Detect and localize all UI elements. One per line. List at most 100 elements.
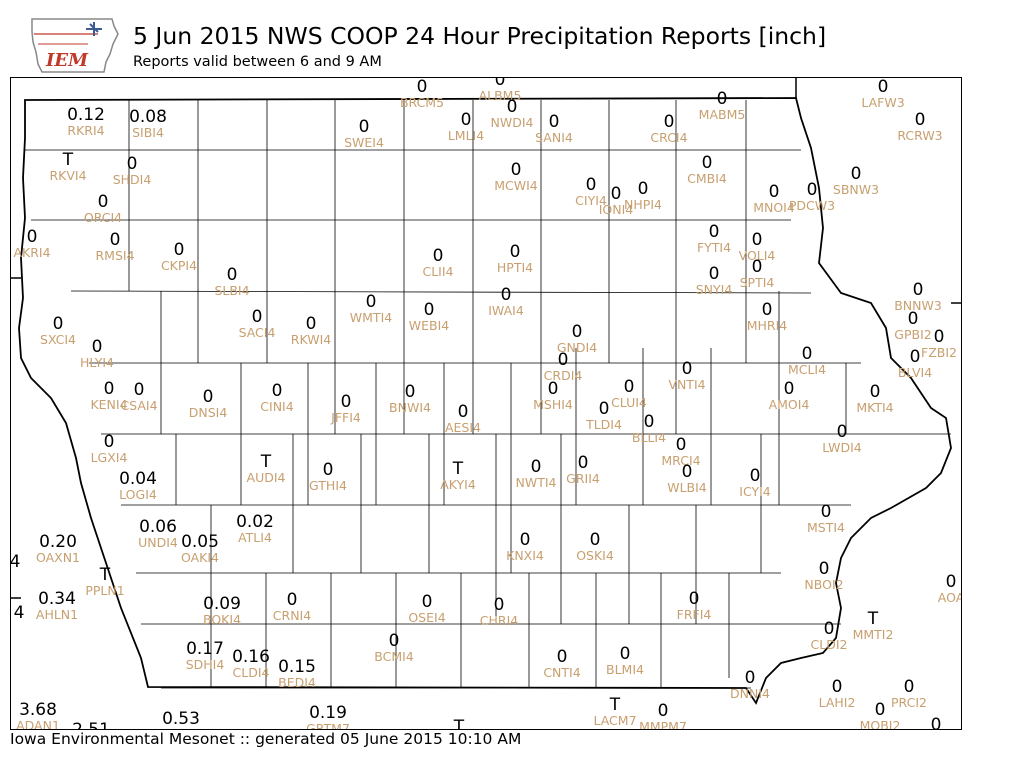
station-report: 0 PRCI2 — [891, 678, 927, 710]
precip-value: 0 — [907, 309, 919, 329]
precip-value: 0 — [708, 222, 720, 242]
station-id: MHRI4 — [746, 318, 788, 333]
station-id: AUDI4 — [246, 470, 286, 485]
station-id: FRFI4 — [676, 607, 712, 622]
precip-value: 0 — [500, 285, 512, 305]
station-id: AMOI4 — [768, 397, 810, 412]
station-report: 3.68 ADAN1 — [16, 701, 60, 730]
precip-value: 0 — [173, 240, 185, 260]
station-report: 0 MSTI4 — [807, 503, 845, 535]
station-report: 0 FRFI4 — [677, 590, 712, 622]
station-id: BNWI4 — [389, 400, 431, 415]
precip-value: 0 — [388, 631, 400, 651]
precip-value: 0 — [126, 154, 138, 174]
station-id: GPBI2 — [894, 327, 932, 342]
precip-value: 0 — [818, 559, 830, 579]
station-report: 0 MKTI4 — [856, 383, 893, 415]
station-id: ADAN1 — [16, 718, 60, 730]
station-id: BLLI4 — [631, 430, 667, 445]
station-report: 0.53 — [162, 710, 200, 728]
station-report: 0 LAHI2 — [819, 678, 856, 710]
page-subtitle: Reports valid between 6 and 9 AM — [133, 54, 382, 70]
station-id: BRCM5 — [399, 95, 445, 110]
precip-value: 0 — [681, 359, 693, 379]
station-id: CMBI4 — [687, 171, 727, 186]
station-report: 0 CRNI4 — [273, 591, 311, 623]
precip-value: 0 — [909, 347, 921, 367]
station-report: 0 LWDI4 — [822, 423, 861, 455]
station-report: 0 FYTI4 — [697, 223, 731, 255]
station-id: SWEI4 — [344, 135, 384, 150]
station-report: 0 FZBI2 — [921, 328, 957, 360]
station-id: IONI4 — [598, 202, 634, 217]
station-id: LAHI2 — [818, 695, 856, 710]
station-id: GTHI4 — [309, 478, 347, 493]
precip-value: 0 — [877, 77, 889, 97]
station-id: DNNI4 — [730, 686, 770, 701]
station-report: 0 AMOI4 — [769, 380, 810, 412]
station-id: BEDI4 — [278, 675, 316, 690]
precip-value: 0 — [506, 97, 518, 117]
station-id: IWAI4 — [488, 303, 524, 318]
precip-value: 0.04 — [119, 469, 157, 489]
station-id: CLDI4 — [232, 665, 270, 680]
station-report: 0 WEBI4 — [409, 301, 449, 333]
station-report: 0 NBOI2 — [804, 560, 843, 592]
precip-value: 0 — [930, 715, 942, 730]
station-report: 0 BNWI4 — [389, 383, 431, 415]
station-id: SPTI4 — [739, 275, 775, 290]
station-id: CLDI2 — [810, 637, 848, 652]
precip-value: 0 — [836, 422, 848, 442]
county-boundaries — [11, 78, 961, 705]
station-report: 0 NHPI4 — [624, 180, 662, 212]
precip-value: 0 — [708, 264, 720, 284]
station-report: T PPLN1 — [85, 566, 124, 598]
footer-credit: Iowa Environmental Mesonet :: generated … — [10, 730, 522, 748]
precip-value: 0 — [519, 530, 531, 550]
station-id: BCMI4 — [374, 649, 414, 664]
station-report: 0 MCWI4 — [494, 161, 538, 193]
precip-value: 0 — [322, 460, 334, 480]
station-id: MKTI4 — [856, 400, 894, 415]
station-id: CSAI4 — [120, 398, 158, 413]
station-id: WEBI4 — [408, 318, 450, 333]
station-report: 0 HPTI4 — [497, 243, 533, 275]
station-id: RKWI4 — [290, 332, 332, 347]
precip-value: 0 — [97, 192, 109, 212]
station-id: SXCI4 — [40, 332, 76, 347]
station-report: T AKYI4 — [440, 460, 476, 492]
station-id: CNTI4 — [543, 665, 581, 680]
station-report: 0 DNNI4 — [730, 669, 770, 701]
station-id: TLDI4 — [586, 417, 622, 432]
station-id: CIYI4 — [575, 193, 607, 208]
station-report: 0 SLBI4 — [214, 266, 249, 298]
station-report: 0.12 RKRI4 — [67, 106, 105, 138]
precip-value: T — [453, 717, 465, 730]
station-report: 4 — [14, 604, 25, 622]
precip-value: 0 — [820, 502, 832, 522]
precip-value: 0 — [404, 382, 416, 402]
station-id: SACI4 — [238, 325, 276, 340]
logo-text: IEM — [45, 50, 89, 71]
station-report: 0 GTHI4 — [309, 461, 347, 493]
station-report: 0 MNOI4 — [753, 183, 795, 215]
precip-value: T — [867, 609, 879, 629]
precip-value: 0 — [423, 300, 435, 320]
station-report: 0 GPBI2 — [894, 310, 931, 342]
precip-value: 0 — [460, 110, 472, 130]
station-report: 0 MABM5 — [699, 90, 746, 122]
station-report: 0 AESI4 — [445, 403, 481, 435]
precip-value: 0 — [510, 160, 522, 180]
station-id: FYTI4 — [696, 240, 732, 255]
station-id: SDHI4 — [185, 657, 225, 672]
precip-value: 0 — [637, 179, 649, 199]
precip-value: 0 — [577, 453, 589, 473]
station-report: 0.15 BEDI4 — [278, 658, 316, 690]
station-report: 0 BLMI4 — [606, 645, 644, 677]
station-report: 0 GRII4 — [566, 454, 600, 486]
precip-value: 0.15 — [278, 657, 316, 677]
station-id: PRCI2 — [891, 695, 927, 710]
precip-value: 0 — [903, 677, 915, 697]
station-report: 0 LGXI4 — [91, 433, 128, 465]
station-id: BOKI4 — [202, 612, 242, 627]
